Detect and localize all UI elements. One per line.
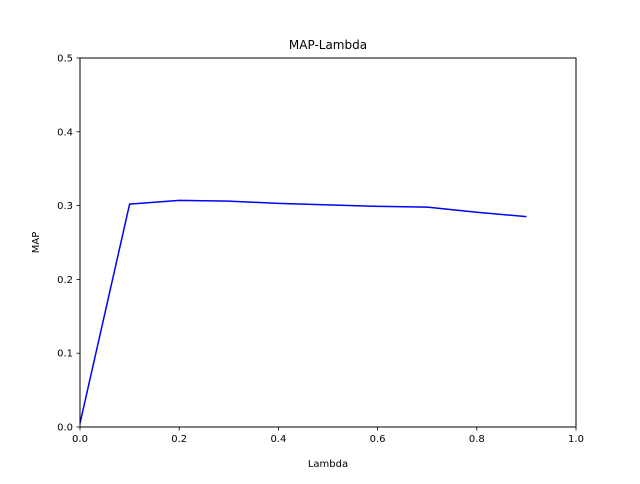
chart-title: MAP-Lambda <box>289 38 367 52</box>
x-axis: 0.0 0.2 0.4 0.6 0.8 1.0 <box>72 427 584 445</box>
x-axis-label: Lambda <box>308 459 348 470</box>
x-tick-label: 0.0 <box>72 434 88 445</box>
series-line <box>79 199 527 424</box>
y-tick-label: 0.0 <box>57 423 73 434</box>
x-tick-label: 0.4 <box>270 434 286 445</box>
y-tick-label: 0.4 <box>57 127 73 138</box>
y-axis: 0.0 0.1 0.2 0.3 0.4 0.5 <box>57 54 80 434</box>
x-tick-label: 0.8 <box>469 434 485 445</box>
y-tick-label: 0.1 <box>57 349 73 360</box>
y-tick-label: 0.3 <box>57 201 73 212</box>
y-tick-label: 0.5 <box>57 54 73 65</box>
y-tick-label: 0.2 <box>57 275 73 286</box>
x-tick-label: 0.6 <box>370 434 386 445</box>
x-tick-label: 1.0 <box>568 434 584 445</box>
x-tick-label: 0.2 <box>171 434 187 445</box>
y-axis-label: MAP <box>31 232 42 254</box>
plot-frame <box>79 57 577 428</box>
plot-area <box>79 199 527 424</box>
